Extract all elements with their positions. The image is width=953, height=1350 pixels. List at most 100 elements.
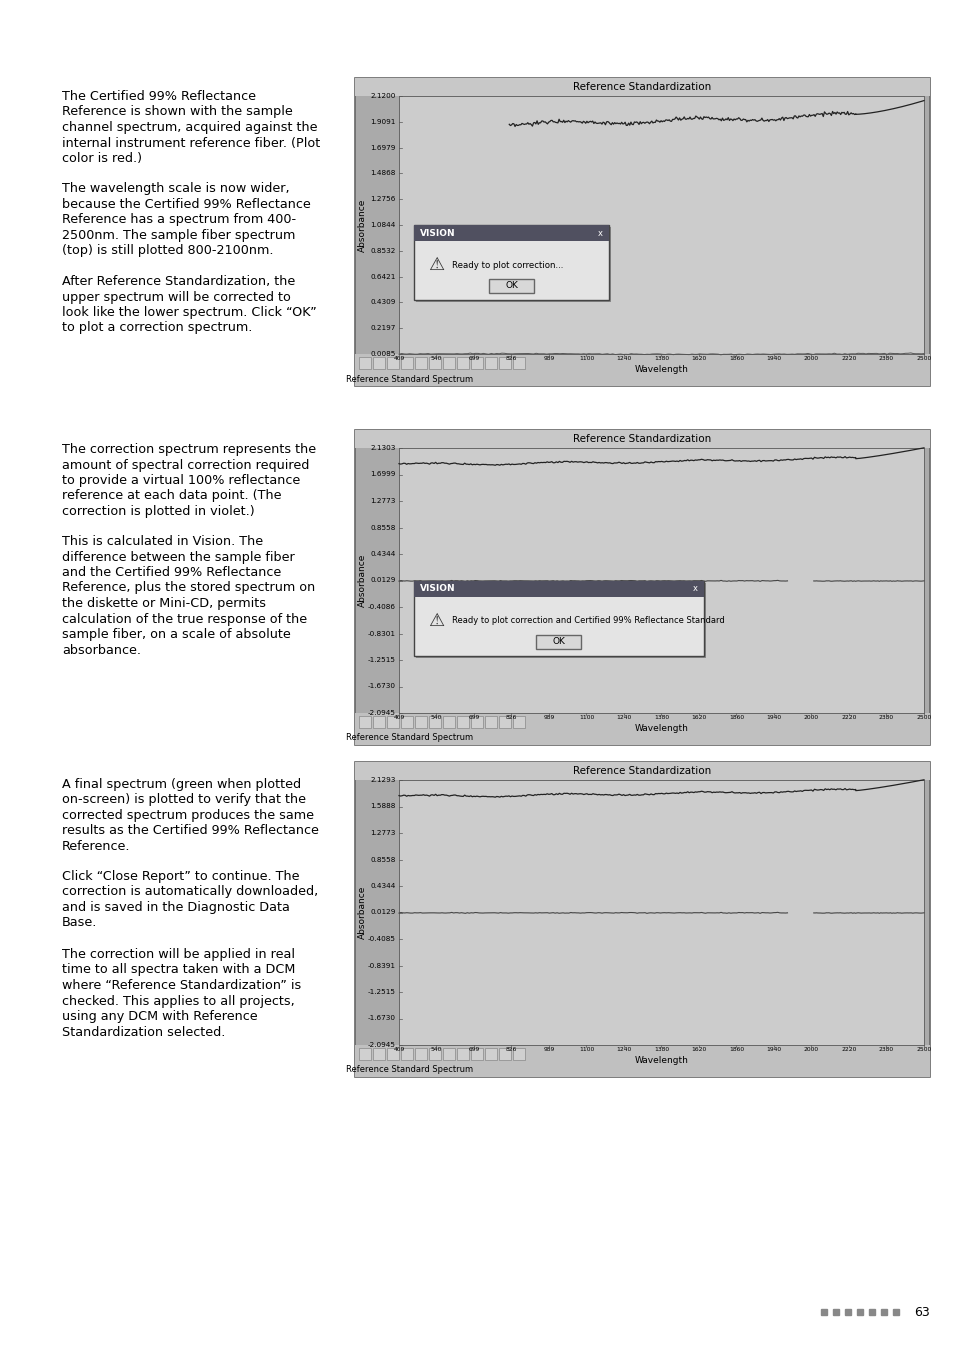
Text: 1.0844: 1.0844 xyxy=(370,221,395,228)
Text: 1940: 1940 xyxy=(765,356,781,360)
Text: 1.9091: 1.9091 xyxy=(370,119,395,124)
Text: 63: 63 xyxy=(913,1305,929,1319)
Text: 0.8558: 0.8558 xyxy=(370,856,395,863)
Text: Absorbance: Absorbance xyxy=(357,198,366,251)
Text: Reference Standardization: Reference Standardization xyxy=(573,433,711,444)
Bar xyxy=(442,716,455,728)
Text: After Reference Standardization, the: After Reference Standardization, the xyxy=(62,275,294,288)
Text: This is calculated in Vision. The: This is calculated in Vision. The xyxy=(62,535,263,548)
Text: difference between the sample fiber: difference between the sample fiber xyxy=(62,551,294,563)
Bar xyxy=(355,761,929,780)
Text: 540: 540 xyxy=(431,1048,442,1052)
Bar xyxy=(498,716,511,728)
Text: 1380: 1380 xyxy=(653,716,668,720)
Bar xyxy=(355,730,929,745)
Text: The correction spectrum represents the: The correction spectrum represents the xyxy=(62,443,315,456)
Text: Reference Standard Spectrum: Reference Standard Spectrum xyxy=(346,374,473,383)
Text: 1620: 1620 xyxy=(691,356,706,360)
Text: -1.6730: -1.6730 xyxy=(368,683,395,690)
Text: channel spectrum, acquired against the: channel spectrum, acquired against the xyxy=(62,122,317,134)
Bar xyxy=(387,1048,398,1060)
Bar xyxy=(416,582,705,657)
Bar xyxy=(373,716,385,728)
Text: 1100: 1100 xyxy=(578,716,594,720)
Text: A final spectrum (green when plotted: A final spectrum (green when plotted xyxy=(62,778,301,791)
Text: reference at each data point. (The: reference at each data point. (The xyxy=(62,490,281,502)
Bar xyxy=(400,716,413,728)
Text: 826: 826 xyxy=(505,716,517,720)
Bar xyxy=(414,225,608,300)
Text: look like the lower spectrum. Click “OK”: look like the lower spectrum. Click “OK” xyxy=(62,306,316,319)
Bar xyxy=(355,78,929,96)
Text: 1100: 1100 xyxy=(578,1048,594,1052)
Text: color is red.): color is red.) xyxy=(62,153,142,165)
Bar xyxy=(414,225,608,242)
Text: because the Certified 99% Reflectance: because the Certified 99% Reflectance xyxy=(62,197,311,211)
Text: 540: 540 xyxy=(431,716,442,720)
Text: 409: 409 xyxy=(393,1048,404,1052)
Text: 1240: 1240 xyxy=(616,716,631,720)
Text: 699: 699 xyxy=(468,356,479,360)
Text: 409: 409 xyxy=(393,356,404,360)
Text: Reference.: Reference. xyxy=(62,840,131,853)
Text: 1940: 1940 xyxy=(765,716,781,720)
Text: 699: 699 xyxy=(468,1048,479,1052)
Text: -1.6730: -1.6730 xyxy=(368,1015,395,1022)
Text: 826: 826 xyxy=(505,356,517,360)
Text: -1.2515: -1.2515 xyxy=(368,657,395,663)
Bar xyxy=(489,279,534,293)
Bar xyxy=(484,716,497,728)
Text: 699: 699 xyxy=(468,716,479,720)
Text: Wavelength: Wavelength xyxy=(634,364,688,374)
Text: Reference has a spectrum from 400-: Reference has a spectrum from 400- xyxy=(62,213,295,225)
Text: 1.6979: 1.6979 xyxy=(370,144,395,151)
Text: Reference Standard Spectrum: Reference Standard Spectrum xyxy=(346,733,473,743)
Text: ⚠: ⚠ xyxy=(428,256,443,274)
Text: -0.8391: -0.8391 xyxy=(368,963,395,968)
Text: Wavelength: Wavelength xyxy=(634,724,688,733)
Text: VISION: VISION xyxy=(419,585,456,593)
Text: ⚠: ⚠ xyxy=(428,612,443,629)
Bar xyxy=(414,580,703,597)
Bar xyxy=(498,356,511,369)
Text: 0.0085: 0.0085 xyxy=(370,351,395,356)
Bar xyxy=(355,713,929,730)
Bar xyxy=(355,761,929,1077)
Text: 2220: 2220 xyxy=(841,716,856,720)
Bar xyxy=(442,356,455,369)
Bar xyxy=(415,356,427,369)
Text: 2000: 2000 xyxy=(803,1048,819,1052)
Bar xyxy=(471,716,482,728)
Text: 1860: 1860 xyxy=(728,716,743,720)
Text: 2500: 2500 xyxy=(916,356,931,360)
Text: sample fiber, on a scale of absolute: sample fiber, on a scale of absolute xyxy=(62,628,291,641)
Text: checked. This applies to all projects,: checked. This applies to all projects, xyxy=(62,995,294,1007)
Bar xyxy=(387,356,398,369)
Text: -0.8301: -0.8301 xyxy=(368,630,395,636)
Bar xyxy=(355,1045,929,1062)
Text: Reference is shown with the sample: Reference is shown with the sample xyxy=(62,105,293,119)
Text: The correction will be applied in real: The correction will be applied in real xyxy=(62,948,294,961)
Text: correction is automatically downloaded,: correction is automatically downloaded, xyxy=(62,886,318,899)
Text: calculation of the true response of the: calculation of the true response of the xyxy=(62,613,307,625)
Text: on-screen) is plotted to verify that the: on-screen) is plotted to verify that the xyxy=(62,794,306,806)
Bar xyxy=(471,356,482,369)
Text: Reference Standardization: Reference Standardization xyxy=(573,765,711,776)
Text: to provide a virtual 100% reflectance: to provide a virtual 100% reflectance xyxy=(62,474,300,487)
Bar xyxy=(400,1048,413,1060)
Text: 0.4309: 0.4309 xyxy=(370,300,395,305)
Bar xyxy=(355,354,929,373)
Bar xyxy=(416,227,610,302)
Text: -0.4085: -0.4085 xyxy=(368,936,395,942)
Text: OK: OK xyxy=(552,637,565,647)
Bar xyxy=(456,1048,469,1060)
Bar xyxy=(355,78,929,386)
Text: 2500nm. The sample fiber spectrum: 2500nm. The sample fiber spectrum xyxy=(62,228,295,242)
Text: Click “Close Report” to continue. The: Click “Close Report” to continue. The xyxy=(62,869,299,883)
Text: Reference, plus the stored spectrum on: Reference, plus the stored spectrum on xyxy=(62,582,314,594)
Text: -0.4086: -0.4086 xyxy=(368,603,395,610)
Text: 989: 989 xyxy=(543,716,554,720)
Text: 2380: 2380 xyxy=(878,356,893,360)
Text: to plot a correction spectrum.: to plot a correction spectrum. xyxy=(62,321,253,335)
Text: 989: 989 xyxy=(543,356,554,360)
